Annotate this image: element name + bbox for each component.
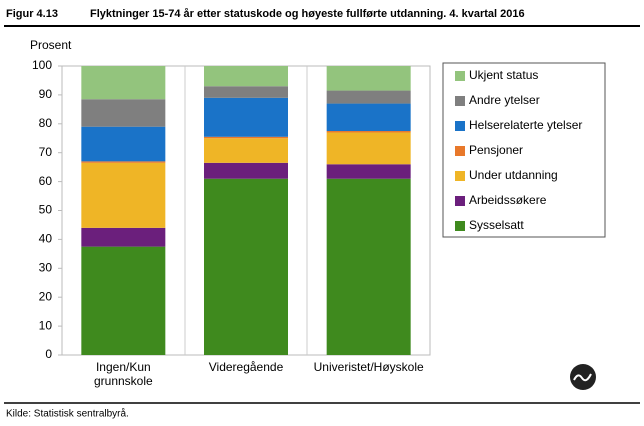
legend-frame <box>442 62 606 238</box>
bar-segment <box>81 99 166 127</box>
y-tick-label: 100 <box>32 58 52 72</box>
legend-label: Arbeidssøkere <box>469 193 547 207</box>
bar-segment <box>204 86 288 98</box>
bar-segment <box>326 132 411 165</box>
legend-swatch <box>455 71 465 81</box>
bar-segment <box>204 66 288 87</box>
y-tick-label: 20 <box>39 289 53 303</box>
bar-segment <box>81 162 166 228</box>
legend-swatch <box>455 121 465 131</box>
bar-segment <box>326 66 411 91</box>
legend-swatch <box>455 146 465 156</box>
x-tick-label: Ingen/Kun grunnskole <box>93 360 153 388</box>
legend-label: Pensjoner <box>469 143 523 157</box>
legend-label: Under utdanning <box>469 168 558 182</box>
x-tick-label: Videregående <box>208 360 284 374</box>
source: Kilde: Statistisk sentralbyrå. <box>6 408 129 420</box>
y-tick-label: 10 <box>39 318 53 332</box>
y-tick-label: 0 <box>45 347 52 361</box>
legend-swatch <box>455 196 465 206</box>
y-tick-label: 50 <box>39 203 53 217</box>
y-tick-label: 60 <box>39 174 53 188</box>
legend-label: Ukjent status <box>469 68 538 82</box>
x-tick-label: Univeristet/Høyskole <box>313 360 424 374</box>
bar-segment <box>326 164 411 179</box>
figure-label: Figur 4.13 <box>6 8 58 20</box>
legend-swatch <box>455 96 465 106</box>
bar-segment <box>204 162 288 179</box>
bar-segment <box>81 161 166 163</box>
legend-label: Sysselsatt <box>469 218 524 232</box>
bar-segment <box>204 97 288 137</box>
bar-segment <box>81 227 166 247</box>
y-axis-label: Prosent <box>30 38 72 52</box>
bar-segment <box>326 131 411 133</box>
legend-swatch <box>455 171 465 181</box>
logo <box>570 364 596 390</box>
y-tick-label: 80 <box>39 116 53 130</box>
logo-mark <box>573 373 592 382</box>
y-tick-label: 30 <box>39 260 53 274</box>
y-tick-label: 70 <box>39 145 53 159</box>
bar-segment <box>204 178 288 355</box>
bar-segment <box>204 138 288 163</box>
y-tick-label: 40 <box>39 232 53 246</box>
legend-label: Andre ytelser <box>469 93 540 107</box>
bar-segment <box>326 90 411 104</box>
bar-segment <box>81 66 166 100</box>
bar-segment <box>326 178 411 355</box>
legend-label: Helserelaterte ytelser <box>469 118 582 132</box>
bar-segment <box>326 103 411 132</box>
bar-segment <box>81 246 166 355</box>
bar-segment <box>204 136 288 139</box>
bar-segment <box>81 126 166 162</box>
chart-title: Flyktninger 15-74 år etter statuskode og… <box>90 8 525 20</box>
legend-swatch <box>455 221 465 231</box>
y-tick-label: 90 <box>39 87 53 101</box>
